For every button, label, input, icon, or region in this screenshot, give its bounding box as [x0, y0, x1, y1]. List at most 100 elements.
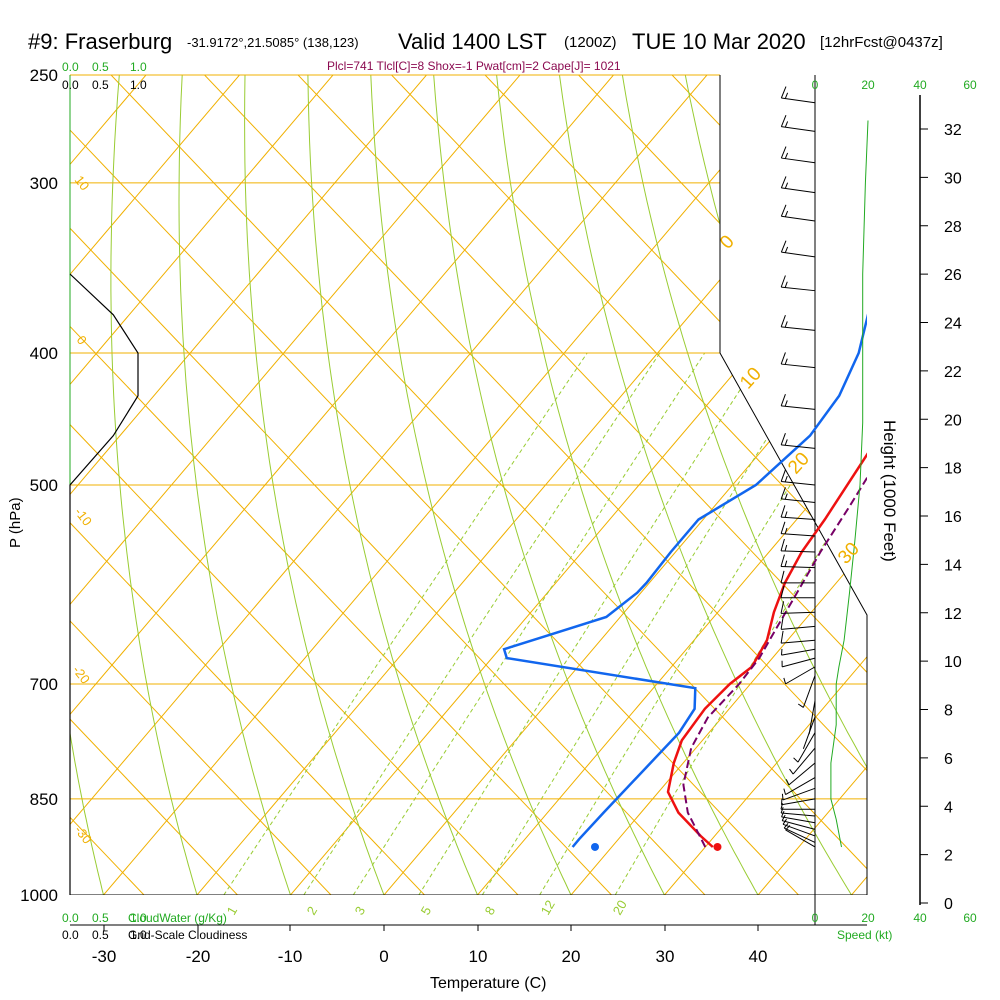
- cloud-water-scale-bottom: 1.0: [130, 911, 147, 925]
- wind-barb: [780, 487, 816, 503]
- x-tick-label: -20: [186, 947, 211, 966]
- isotherm-label: -20: [70, 663, 93, 687]
- cloud-water-scale-top: 1.0: [130, 60, 147, 74]
- height-tick-label: 10: [944, 654, 962, 671]
- wind-barb: [780, 433, 816, 449]
- wind-barb-halfflag: [781, 793, 784, 801]
- isotherm-line: [70, 75, 521, 606]
- pressure-tick-label: 300: [30, 174, 58, 193]
- x-tick-label: 20: [562, 947, 581, 966]
- isotherm-label: -10: [72, 505, 95, 529]
- cross-diagonal-line: [671, 75, 867, 281]
- wind-barb-flag: [780, 315, 786, 328]
- forecast-tag: [12hrFcst@0437z]: [820, 34, 943, 51]
- cloudiness-line: [69, 273, 139, 895]
- wind-barb-staff: [785, 666, 816, 685]
- cloud-water-scale-bottom: 0.5: [92, 911, 109, 925]
- isotherm-line: [663, 655, 867, 895]
- wind-barb: [781, 810, 816, 824]
- cross-diagonal-line: [70, 423, 519, 895]
- height-tick-label: 22: [944, 364, 962, 381]
- wind-barb-halfflag: [784, 439, 788, 446]
- dry-adiabat-line: [558, 75, 853, 895]
- wind-barb: [808, 700, 816, 735]
- height-tick-label: 2: [944, 848, 953, 865]
- wind-barb-flag: [780, 469, 786, 482]
- wind-barb: [783, 777, 816, 796]
- cross-diagonal-line: [203, 75, 867, 772]
- wind-barb-staff: [781, 816, 816, 824]
- wind-barb-flag: [780, 521, 786, 534]
- wind-barb-flag: [780, 601, 785, 614]
- wind-barb: [780, 275, 816, 292]
- wind-barb-flag: [780, 505, 786, 518]
- valid-time: Valid 1400 LST: [398, 29, 547, 54]
- wind-barb: [780, 469, 816, 486]
- wind-speed-profile: [830, 120, 869, 848]
- height-tick-label: 20: [944, 412, 962, 429]
- parcel-line: [682, 476, 867, 848]
- height-tick-label: 18: [944, 461, 962, 478]
- wind-barb-staff: [781, 516, 816, 520]
- wind-barb-halfflag: [784, 544, 788, 552]
- cloudiness-label: Grid-Scale Cloudiness: [128, 928, 247, 942]
- wind-barb-staff: [781, 187, 816, 194]
- wind-barb-staff: [802, 675, 816, 708]
- wind-barb-halfflag: [784, 121, 789, 128]
- wind-barb: [797, 675, 816, 708]
- wind-barb-flag: [780, 204, 787, 217]
- height-tick-label: 24: [944, 316, 962, 333]
- mixing-ratio-line: [223, 352, 588, 895]
- wind-barb-staff: [781, 498, 816, 503]
- wind-barb-halfflag: [783, 677, 787, 685]
- pressure-tick-label: 500: [30, 476, 58, 495]
- wind-barb-staff: [792, 747, 816, 775]
- x-axis-label: Temperature (C): [430, 975, 546, 992]
- mixing-ratio-line: [418, 352, 765, 895]
- dry-adiabat-line: [178, 75, 292, 895]
- wind-barb-staff: [781, 326, 816, 331]
- isotherm-line: [70, 75, 708, 826]
- wind-barb-flag: [780, 585, 785, 598]
- wind-barb-flag: [780, 275, 786, 288]
- speed-scale-bottom: 20: [861, 911, 875, 925]
- wind-barb-staff: [781, 251, 816, 258]
- cross-diagonal-line: [0, 0, 51, 895]
- cloudiness-scale-top: 1.0: [130, 78, 147, 92]
- wind-barb-flag: [780, 146, 787, 159]
- wind-barb: [785, 825, 816, 848]
- cloud-water-scale-top: 0.5: [92, 60, 109, 74]
- wind-barb-halfflag: [780, 807, 784, 814]
- isotherm-line: [70, 75, 241, 276]
- wind-barb: [780, 554, 816, 569]
- wind-barb-halfflag: [784, 246, 789, 253]
- cloudiness-scale-top: 0.5: [92, 78, 109, 92]
- wind-barb: [780, 352, 816, 369]
- x-tick-label: 40: [749, 947, 768, 966]
- wind-barb-flag: [780, 617, 784, 630]
- wind-barb-flag: [780, 538, 785, 551]
- wind-barb-halfflag: [784, 493, 788, 500]
- wind-barb-halfflag: [784, 358, 788, 365]
- wind-barb: [781, 648, 816, 656]
- utc-time: (1200Z): [564, 34, 617, 51]
- x-tick-label: 10: [469, 947, 488, 966]
- wind-barb-staff: [781, 648, 816, 656]
- dry-adiabat-line: [621, 75, 867, 769]
- wind-barb: [780, 521, 816, 537]
- wind-barb-halfflag: [784, 527, 788, 535]
- station-coords: -31.9172°,21.5085° (138,123): [187, 35, 359, 50]
- isotherm-line: [289, 215, 867, 895]
- wind-barb-staff: [781, 215, 816, 222]
- wind-barb: [780, 807, 816, 817]
- wind-barb-staff: [781, 565, 816, 569]
- cross-diagonal-line: [70, 522, 425, 895]
- dry-adiabat-line: [496, 75, 759, 895]
- isotherm-line: [102, 75, 802, 895]
- height-tick-label: 28: [944, 219, 962, 236]
- wind-barb: [783, 666, 816, 685]
- cross-diagonal-line: [70, 718, 238, 895]
- wind-barb-flag: [780, 114, 787, 127]
- height-tick-label: 30: [944, 170, 962, 187]
